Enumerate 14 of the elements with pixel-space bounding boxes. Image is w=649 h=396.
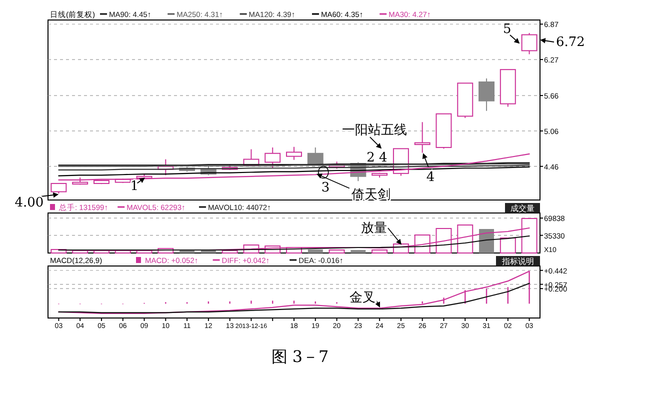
annotation: 4 xyxy=(426,170,435,186)
chart-title: 指标说明 xyxy=(501,257,534,266)
annotation: 1 xyxy=(130,179,139,194)
chart-title: 成交量 xyxy=(510,204,534,213)
annotation: 5 xyxy=(503,22,512,37)
annotation: 倚天剑 xyxy=(351,187,390,202)
annotation: 2 4 xyxy=(366,150,388,166)
caption: 图 3－7 xyxy=(271,347,329,366)
annotation: 金叉 xyxy=(350,290,376,306)
annotation: 一阳站五线 xyxy=(342,123,407,138)
text: 6.72 xyxy=(556,35,585,50)
annotation: 放量 xyxy=(360,221,387,236)
annotation: 3 xyxy=(321,180,330,196)
annotation: 4.00 xyxy=(14,196,44,211)
